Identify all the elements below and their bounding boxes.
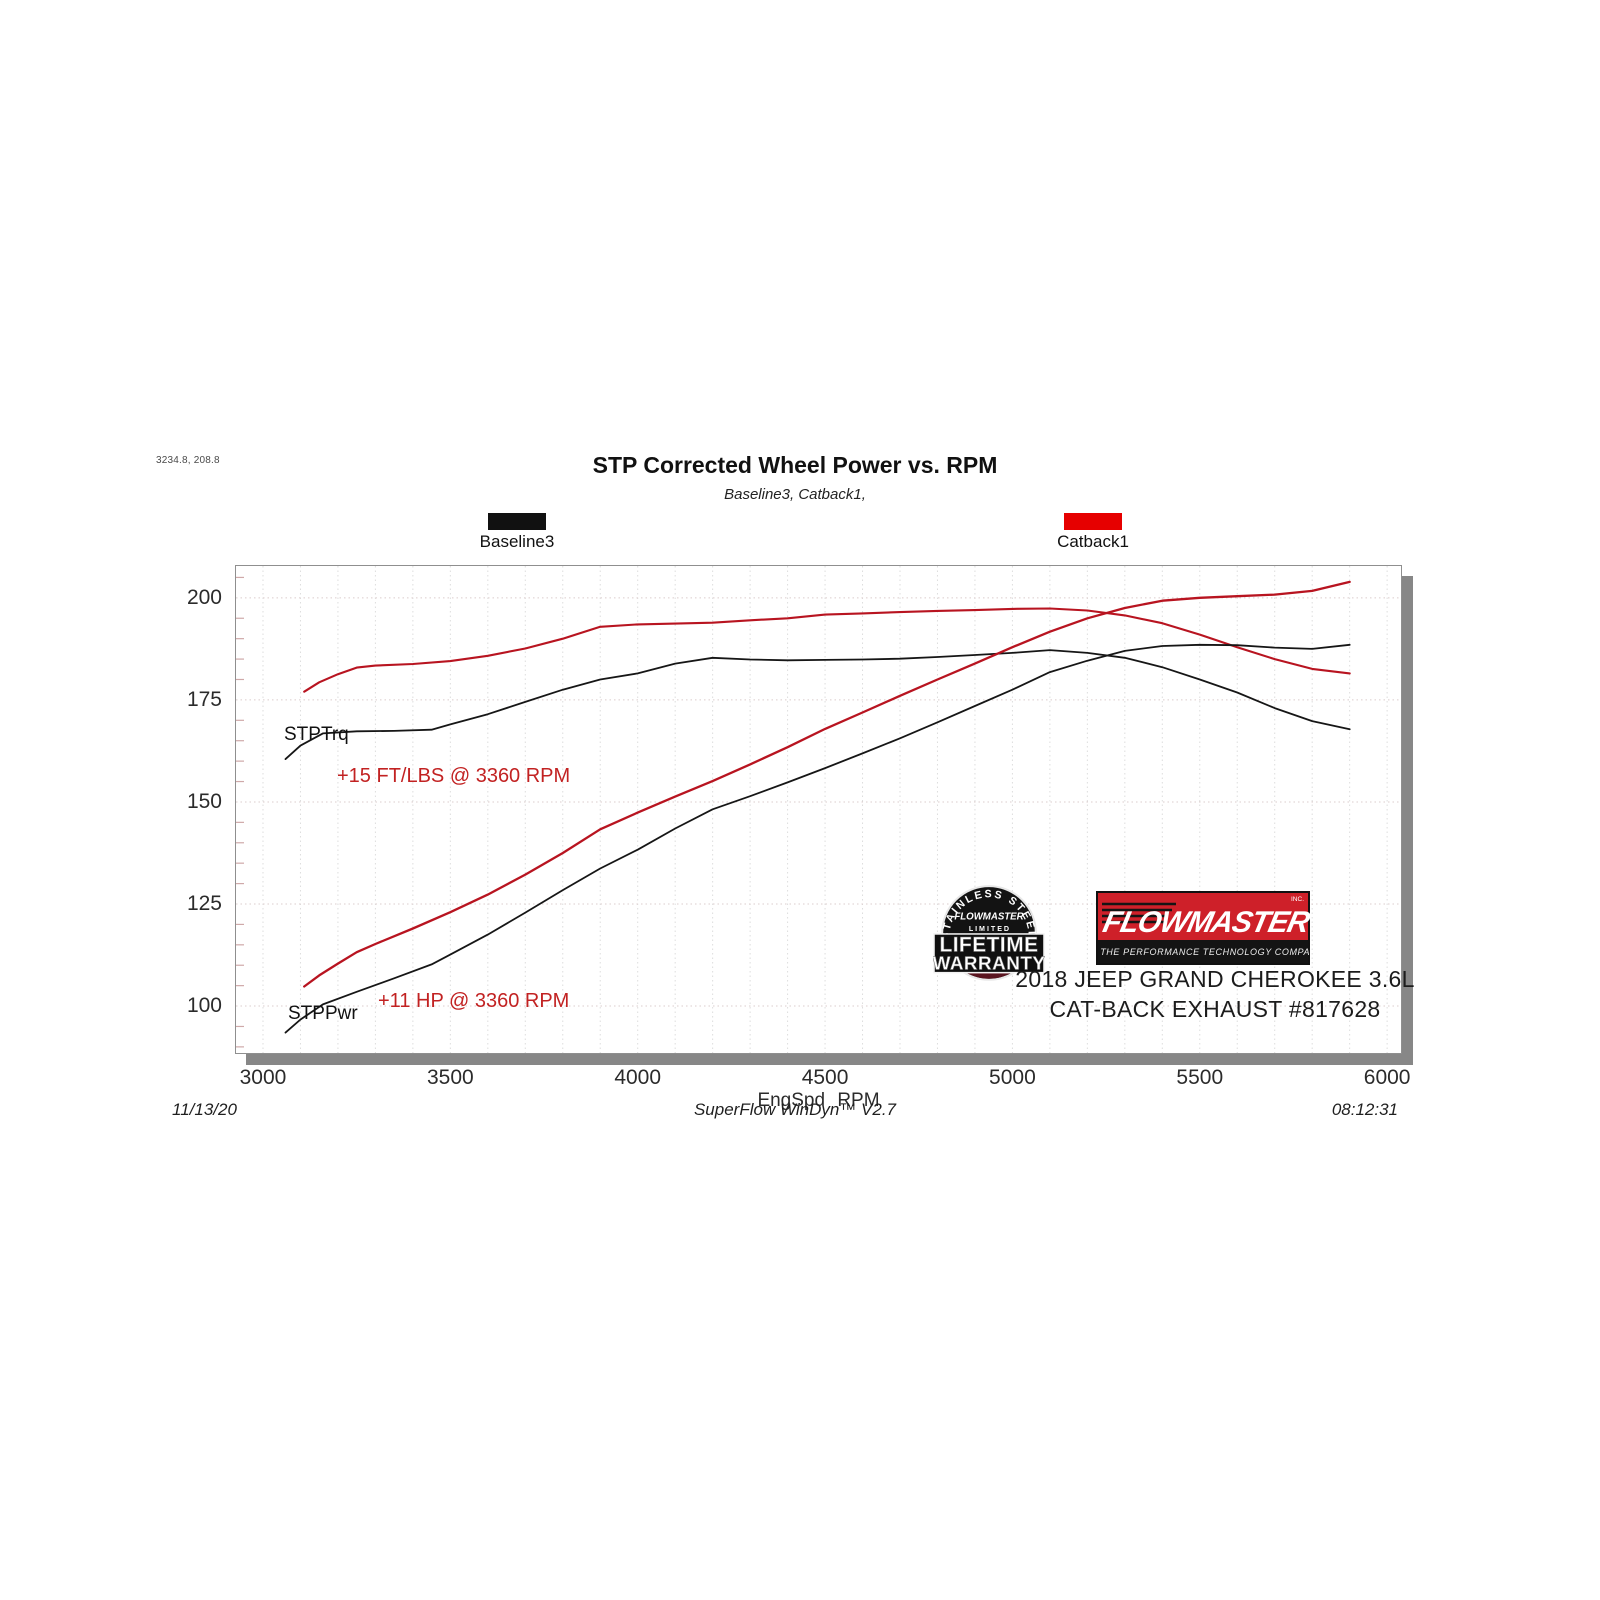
logo-speed-stripes [1102, 902, 1176, 924]
lifetime-warranty-badge: STAINLESS STEEL FLOWMASTER L I M I T E D… [933, 885, 1045, 981]
badge-limited-text: L I M I T E D [969, 925, 1009, 933]
x-tick-label: 6000 [1363, 1066, 1411, 1089]
logo-wordmark: FLOWMASTER [1100, 906, 1310, 939]
x-tick-label: 5000 [989, 1066, 1036, 1089]
badge-warranty-text: WARRANTY [933, 953, 1045, 974]
legend-swatch-catback1 [1064, 513, 1122, 530]
logo-black-field [1098, 940, 1308, 963]
x-tick-label: 4000 [614, 1066, 662, 1089]
annotation-stppwr: STPPwr [288, 1003, 358, 1024]
plot-area: STPTrq +15 FT/LBS @ 3360 RPM STPPwr +11 … [187, 565, 1410, 1111]
y-tick-label: 125 [186, 892, 222, 915]
annotation-power-gain: +11 HP @ 3360 RPM [378, 990, 570, 1012]
chart-title: STP Corrected Wheel Power vs. RPM [592, 452, 998, 478]
x-axis-title: EngSpd RPM [757, 1090, 880, 1111]
chart-subtitle: Baseline3, Catback1, [724, 486, 866, 503]
badge-banner [933, 933, 1045, 974]
footer-date: 11/13/20 [172, 1100, 237, 1119]
x-tick-label: 5500 [1176, 1066, 1224, 1089]
x-tick-label: 3000 [239, 1066, 287, 1089]
annotation-torque-gain: +15 FT/LBS @ 3360 RPM [337, 765, 571, 787]
vehicle-description-line2: CAT-BACK EXHAUST #817628 [1049, 996, 1381, 1022]
plot-svg [236, 566, 1401, 1053]
y-tick-label: 150 [186, 789, 222, 813]
flowmaster-logo: FLOWMASTER INC. THE PERFORMANCE TECHNOLO… [1096, 891, 1310, 965]
series-baseline3-stppwr [284, 643, 1351, 1034]
badge-lifetime-text: LIFETIME [939, 933, 1038, 956]
y-tick-label: 200 [186, 585, 222, 609]
legend-swatch-baseline3 [488, 513, 546, 530]
legend-item-baseline3: Baseline3 [437, 513, 597, 552]
series-catback1-stptrq [303, 607, 1351, 693]
y-tick-label: 100 [186, 994, 222, 1018]
badge-brand-text: FLOWMASTER [954, 912, 1023, 923]
logo-tagline: THE PERFORMANCE TECHNOLOGY COMPANY [1100, 947, 1310, 957]
cursor-position-readout: 3234.8, 208.8 [156, 455, 220, 466]
y-tick-label: 175 [186, 687, 222, 711]
legend-label-catback1: Catback1 [1057, 532, 1129, 551]
annotation-stptrq: STPTrq [284, 724, 349, 745]
logo-inc-text: INC. [1291, 896, 1304, 903]
legend-label-baseline3: Baseline3 [479, 532, 555, 551]
x-tick-label: 3500 [426, 1066, 474, 1089]
series-baseline3-stptrq [284, 649, 1351, 761]
footer-time: 08:12:31 [1331, 1100, 1398, 1119]
vehicle-description-line1: 2018 JEEP GRAND CHEROKEE 3.6L [1015, 966, 1415, 992]
footer-app-name: SuperFlow WinDyn™ V2.7 [693, 1100, 897, 1119]
x-tick-label: 4500 [801, 1066, 849, 1089]
series-catback1-stppwr [303, 580, 1351, 988]
legend-item-catback1: Catback1 [1013, 513, 1173, 552]
